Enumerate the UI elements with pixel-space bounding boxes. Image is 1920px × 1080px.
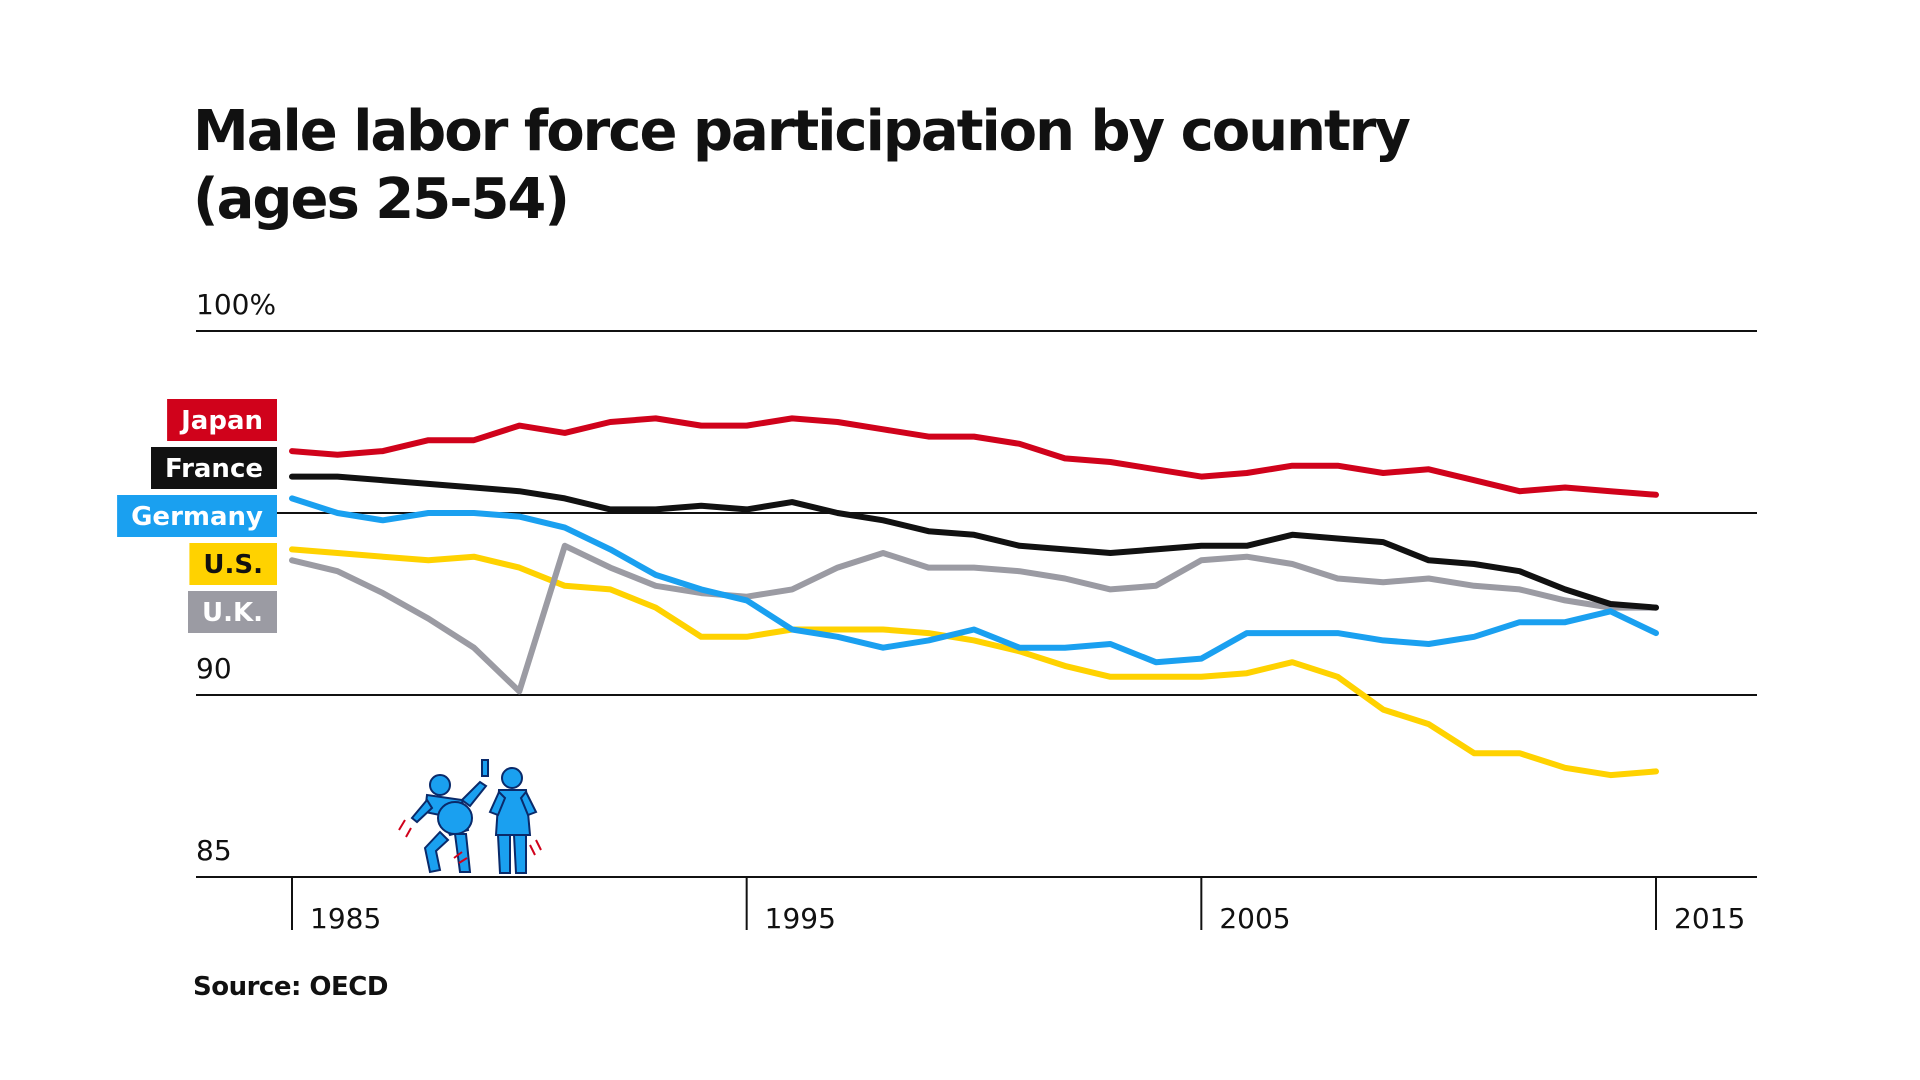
legend-swatch xyxy=(117,495,277,537)
legend-label: Germany xyxy=(131,502,263,532)
legend-item-uk: U.K. xyxy=(188,591,277,633)
dancing-worker-figure xyxy=(410,759,489,874)
standing-worker-figure xyxy=(488,767,538,874)
x-tick-label: 2005 xyxy=(1219,902,1290,935)
x-tick-label: 1985 xyxy=(310,902,381,935)
source-note: Source: OECD xyxy=(193,972,388,1002)
chart-title-line-1: Male labor force participation by countr… xyxy=(193,99,1411,164)
y-tick-label: 85 xyxy=(196,834,232,867)
series-line-france xyxy=(289,473,1659,611)
y-tick-label: 90 xyxy=(196,652,232,685)
legend-item-japan: Japan xyxy=(167,399,277,441)
legend-swatch xyxy=(188,591,277,633)
legend-item-germany: Germany xyxy=(117,495,277,537)
legend: Japan France Germany U.S. U.K. xyxy=(117,399,277,633)
workers-illustration xyxy=(398,759,542,874)
legend-label: Japan xyxy=(179,406,263,436)
legend-swatch xyxy=(189,543,277,585)
gridlines xyxy=(196,330,1757,878)
series-lines xyxy=(289,415,1659,779)
legend-label: U.K. xyxy=(202,598,263,628)
x-tick-label: 2015 xyxy=(1674,902,1745,935)
legend-swatch xyxy=(167,399,277,441)
legend-item-us: U.S. xyxy=(189,543,277,585)
x-tick-label: 1995 xyxy=(765,902,836,935)
series-line-germany xyxy=(289,495,1659,666)
x-axis-ticks: 1985 1995 2005 2015 xyxy=(291,877,1745,935)
series-line-us xyxy=(289,546,1659,779)
legend-item-france: France xyxy=(151,447,277,489)
y-tick-label: 100% xyxy=(196,288,276,321)
series-line-uk xyxy=(289,542,1659,695)
motion-marks xyxy=(398,819,542,864)
legend-label: France xyxy=(165,454,263,484)
series-line-japan xyxy=(289,415,1659,498)
legend-label: U.S. xyxy=(203,550,263,580)
chart-title: Male labor force participation by countr… xyxy=(193,98,1693,234)
chart-title-line-2: (ages 25-54) xyxy=(193,167,570,232)
legend-swatch xyxy=(151,447,277,489)
y-axis-labels: 100% 90 85 xyxy=(196,288,276,867)
